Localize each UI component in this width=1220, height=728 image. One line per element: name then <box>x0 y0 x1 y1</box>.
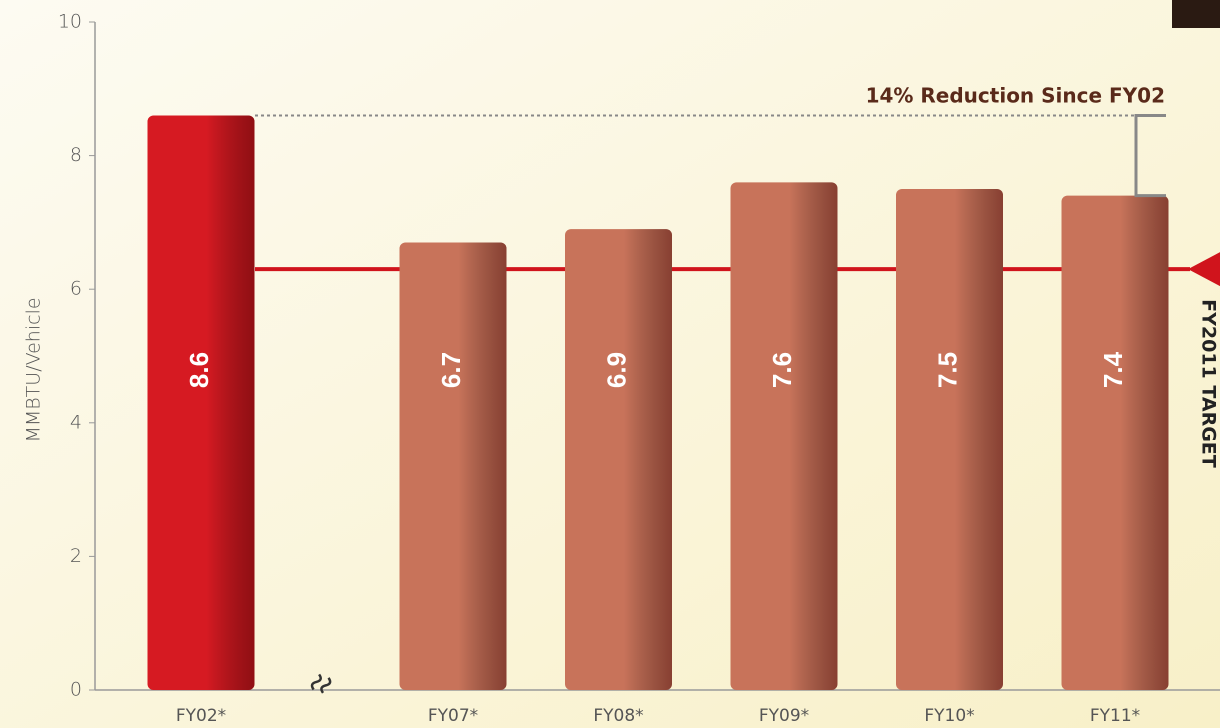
y-tick-label: 2 <box>70 545 82 567</box>
y-tick-label: 0 <box>70 679 82 701</box>
x-tick-label: FY07* <box>428 706 478 726</box>
reduction-bracket <box>1134 114 1166 198</box>
x-tick-label: FY11* <box>1090 706 1140 726</box>
bar-shade <box>896 189 1003 690</box>
value-label: 6.7 <box>436 352 466 388</box>
photo-fragment <box>1172 0 1220 28</box>
value-label: 7.4 <box>1098 351 1128 388</box>
axis-break <box>310 673 332 694</box>
value-label: 7.5 <box>932 352 962 388</box>
bar-shade <box>399 242 507 690</box>
x-tick-label: FY09* <box>759 706 809 726</box>
bar-shade <box>147 115 255 690</box>
y-axis-label: MMBTU/Vehicle <box>23 297 45 442</box>
y-tick-label: 10 <box>58 11 82 33</box>
bar-shade <box>730 182 838 690</box>
value-label: 6.9 <box>601 352 631 388</box>
y-tick-label: 8 <box>70 144 82 166</box>
x-tick-label: FY08* <box>593 706 643 726</box>
bar-shade <box>1061 195 1169 690</box>
target-label: FY2011 TARGET <box>1198 299 1220 468</box>
bar-shade <box>565 229 672 690</box>
y-tick-label: 6 <box>70 278 82 300</box>
x-tick-label: FY02* <box>176 706 226 726</box>
value-label: 7.6 <box>767 352 797 388</box>
annotation: 14% Reduction Since FY02 <box>866 84 1165 108</box>
value-label: 8.6 <box>184 352 214 388</box>
target-marker <box>1188 252 1220 287</box>
y-tick-label: 4 <box>70 411 82 433</box>
x-tick-label: FY10* <box>924 706 974 726</box>
